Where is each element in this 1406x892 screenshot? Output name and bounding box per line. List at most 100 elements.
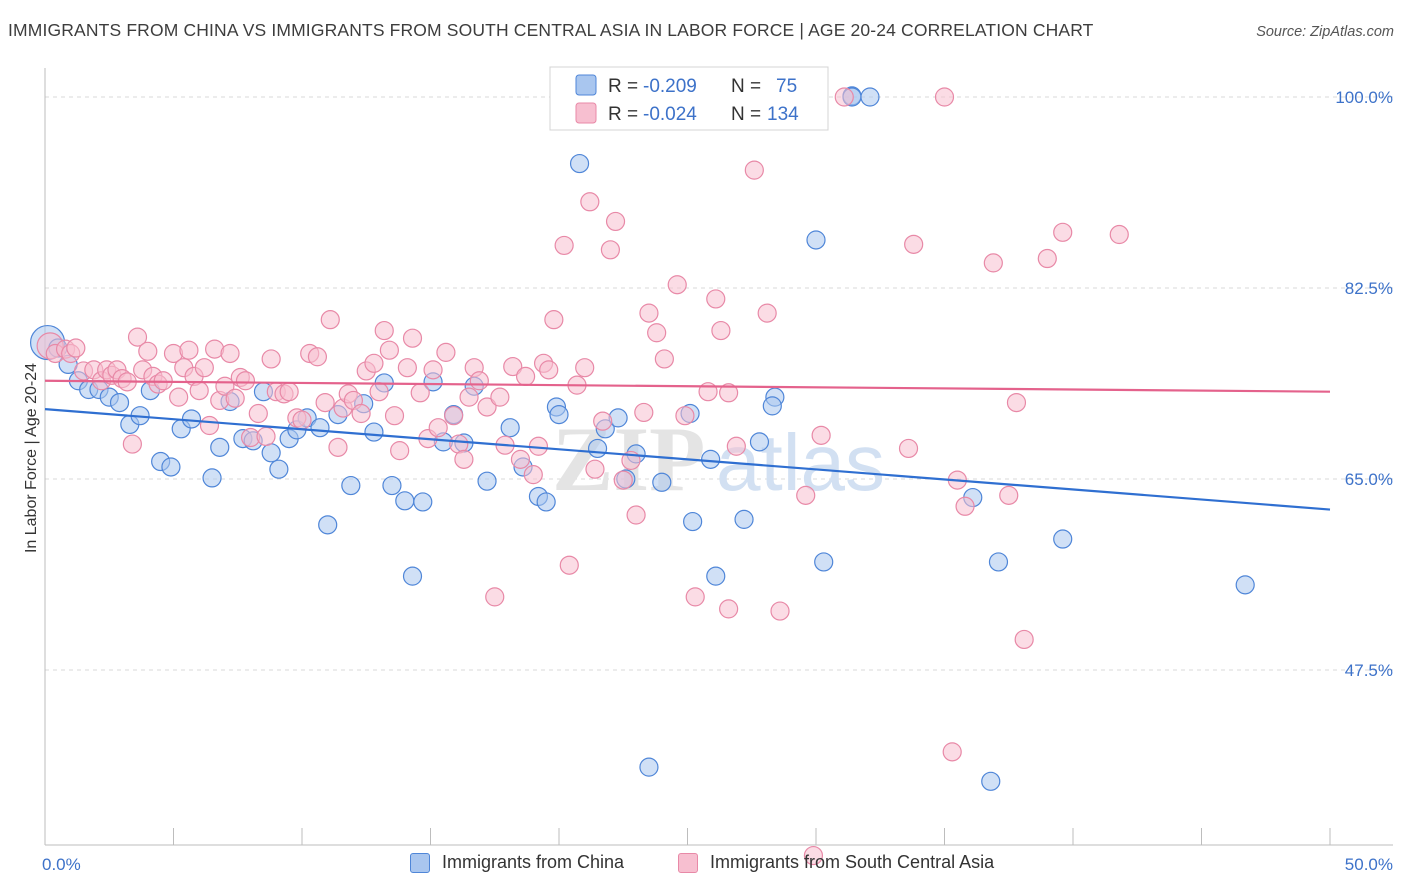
china-point	[569, 153, 590, 174]
china-point	[413, 492, 433, 512]
sca-point	[189, 380, 209, 401]
sca-point	[834, 87, 854, 107]
sca-point	[711, 320, 731, 341]
china-point	[806, 230, 826, 250]
sca-point	[515, 366, 536, 387]
sca-point	[364, 353, 384, 373]
sca-point	[220, 343, 240, 364]
legend-sca-swatch	[575, 102, 597, 124]
sca-point	[593, 411, 613, 431]
china-point	[652, 472, 672, 492]
china-point	[706, 566, 726, 586]
sca-point	[510, 449, 531, 469]
sca-point	[955, 496, 975, 516]
sca-point	[397, 358, 417, 378]
china-point	[500, 418, 520, 438]
sca-point	[225, 388, 245, 408]
sca-point	[328, 437, 348, 457]
sca-point	[374, 320, 394, 341]
legend-item-china-label: Immigrants from China	[442, 852, 625, 872]
china-point	[477, 471, 497, 491]
sca-point	[444, 406, 464, 426]
sca-point	[796, 485, 816, 505]
sca-point	[675, 406, 695, 426]
sca-point	[554, 235, 574, 256]
sca-point	[559, 555, 579, 575]
china-point	[549, 405, 569, 425]
china-point	[402, 566, 423, 586]
sca-point	[934, 87, 955, 107]
sca-point	[719, 599, 739, 619]
sca-point	[803, 845, 824, 866]
x-axis-max-label: 50.0%	[1345, 855, 1393, 874]
sca-point	[485, 587, 505, 607]
china-trend-line	[44, 408, 1331, 511]
sca-point	[248, 403, 268, 424]
sca-point	[410, 383, 430, 403]
sca-point	[575, 358, 595, 378]
china-point	[536, 492, 556, 512]
y-tick-label: 47.5%	[1345, 661, 1393, 680]
sca-point	[320, 310, 340, 330]
sca-trend-line	[44, 379, 1331, 393]
sca-point	[685, 587, 705, 607]
sca-point	[122, 434, 142, 454]
legend-china-r-value: -0.209	[643, 76, 697, 97]
china-point	[181, 409, 202, 429]
sca-point	[983, 253, 1003, 273]
sca-point	[1014, 629, 1034, 650]
sca-point	[194, 358, 214, 378]
sca-point	[315, 393, 335, 413]
sca-point	[402, 328, 423, 348]
sca-point	[654, 349, 674, 369]
sca-point	[503, 356, 523, 377]
sca-point	[523, 465, 543, 485]
sca-point	[770, 601, 790, 621]
china-point	[261, 443, 281, 463]
sca-point	[757, 303, 777, 323]
sca-point	[469, 371, 489, 391]
sca-point	[307, 347, 328, 367]
sca-point	[459, 387, 479, 407]
sca-point	[279, 382, 299, 402]
sca-point	[706, 289, 726, 309]
china-point	[109, 393, 130, 413]
sca-point	[423, 360, 443, 380]
legend-sca-r-value: -0.024	[643, 104, 697, 125]
sca-point	[726, 436, 746, 456]
sca-point	[667, 275, 687, 295]
china-point	[310, 418, 330, 438]
axes	[44, 68, 1393, 846]
correlation-legend: R = -0.209 N = 75 R = -0.024 N = 134	[549, 66, 829, 131]
sca-point	[719, 383, 739, 403]
china-point	[587, 438, 608, 459]
sca-point	[647, 323, 667, 343]
legend-china-swatch	[575, 74, 597, 96]
sca-point	[811, 425, 831, 445]
legend-item-sca-label: Immigrants from South Central Asia	[710, 852, 995, 872]
china-point	[161, 457, 181, 477]
china-point	[981, 771, 1001, 791]
sca-point	[454, 449, 474, 469]
gridlines	[45, 96, 1393, 671]
sca-point	[605, 211, 626, 232]
y-tick-label: 65.0%	[1345, 470, 1393, 489]
series-legend: Immigrants from China Immigrants from So…	[0, 852, 1406, 878]
sca-point	[235, 371, 256, 391]
sca-point	[999, 485, 1019, 505]
sca-point	[66, 338, 86, 358]
x-axis-min-label: 0.0%	[42, 855, 81, 874]
sca-point	[1006, 393, 1027, 413]
sca-point	[544, 310, 564, 330]
sca-swatch	[678, 852, 698, 873]
china-point	[1053, 529, 1073, 549]
sca-point	[179, 340, 199, 360]
china-point	[814, 552, 834, 572]
sca-point	[490, 387, 510, 407]
legend-sca-n-value: 134	[767, 104, 799, 125]
china-point	[341, 475, 361, 496]
sca-point	[127, 327, 148, 347]
china-point	[860, 87, 880, 107]
sca-point	[600, 240, 621, 260]
sca-point	[904, 234, 924, 254]
